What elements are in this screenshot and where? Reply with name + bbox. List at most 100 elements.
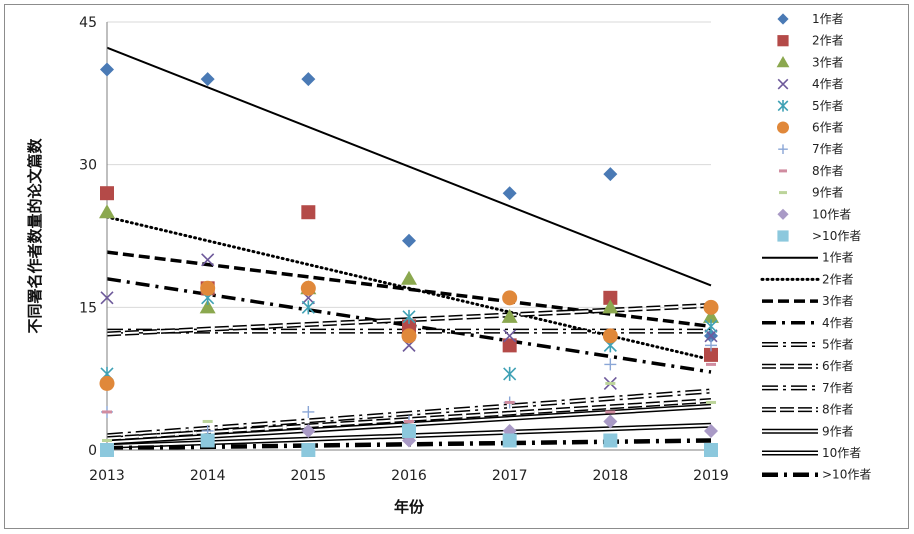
data-point bbox=[603, 167, 618, 182]
legend-label: 1作者 bbox=[822, 251, 854, 265]
legend-entry: 9作者 bbox=[779, 186, 844, 200]
legend-entry: 5作者 bbox=[762, 338, 854, 352]
data-points bbox=[99, 62, 719, 457]
data-point bbox=[704, 329, 718, 343]
series-points bbox=[99, 280, 719, 391]
data-point bbox=[705, 339, 717, 352]
legend-label: 3作者 bbox=[812, 55, 844, 69]
legend-label: 2作者 bbox=[822, 272, 854, 286]
data-point bbox=[402, 233, 416, 248]
data-point bbox=[301, 443, 316, 457]
legend-entry: >10作者 bbox=[762, 468, 871, 482]
data-point bbox=[401, 328, 417, 344]
data-point bbox=[502, 433, 517, 448]
y-tick-label: 0 bbox=[88, 443, 97, 459]
legend-entry: 2作者 bbox=[777, 34, 844, 48]
legend-label: >10作者 bbox=[812, 229, 861, 243]
x-tick-label: 2019 bbox=[693, 468, 729, 484]
data-point bbox=[703, 299, 719, 315]
data-point bbox=[501, 308, 518, 323]
data-point bbox=[401, 270, 417, 285]
data-point bbox=[402, 423, 416, 438]
legend-entry: 2作者 bbox=[760, 272, 854, 286]
legend-entry: 1作者 bbox=[777, 12, 844, 26]
legend-marker bbox=[777, 208, 789, 220]
data-point bbox=[301, 72, 316, 87]
legend-label: 9作者 bbox=[822, 424, 854, 438]
data-point bbox=[301, 205, 316, 220]
legend-marker bbox=[777, 230, 789, 242]
data-point bbox=[704, 423, 718, 438]
data-point bbox=[200, 72, 215, 87]
x-tick-label: 2018 bbox=[593, 468, 629, 484]
legend-entry: 9作者 bbox=[762, 424, 854, 438]
legend-marker bbox=[777, 78, 789, 90]
legend-entry: 6作者 bbox=[762, 359, 854, 373]
legend-entry: 7作者 bbox=[778, 142, 844, 156]
data-point bbox=[201, 253, 215, 267]
data-point bbox=[703, 308, 719, 323]
data-point bbox=[100, 186, 114, 201]
x-tick-label: 2014 bbox=[190, 468, 226, 484]
data-point bbox=[200, 280, 216, 296]
legend-label: 6作者 bbox=[812, 121, 844, 135]
legend-entry: 5作者 bbox=[777, 99, 844, 113]
data-point bbox=[602, 328, 618, 344]
x-tick-label: 2013 bbox=[89, 468, 125, 484]
y-axis-title: 不同署名作者数量的论文篇数 bbox=[26, 138, 44, 334]
trendlines bbox=[105, 46, 713, 451]
data-point bbox=[200, 433, 215, 448]
data-point bbox=[100, 443, 114, 457]
trendline bbox=[106, 46, 712, 287]
y-tick-label: 30 bbox=[79, 158, 97, 174]
data-point bbox=[100, 291, 114, 305]
gridlines bbox=[107, 21, 711, 308]
legend-entry: 4作者 bbox=[777, 77, 844, 91]
x-tick-label: 2017 bbox=[492, 468, 528, 484]
data-point bbox=[99, 204, 115, 219]
series-points bbox=[100, 423, 718, 457]
legend-entry: 3作者 bbox=[776, 55, 844, 69]
data-point bbox=[704, 443, 718, 457]
legend-label: 10作者 bbox=[812, 207, 851, 221]
data-point bbox=[300, 280, 316, 296]
series-points bbox=[100, 253, 718, 390]
data-point bbox=[603, 290, 618, 305]
legend-entry: 8作者 bbox=[762, 403, 854, 417]
data-point bbox=[604, 358, 617, 371]
legend-marker bbox=[778, 144, 788, 154]
data-point bbox=[502, 290, 518, 306]
legend-label: 4作者 bbox=[822, 316, 854, 330]
data-point bbox=[603, 414, 618, 429]
data-point bbox=[199, 299, 216, 314]
data-point bbox=[502, 186, 517, 201]
legend-label: 8作者 bbox=[812, 164, 844, 178]
data-point bbox=[704, 319, 718, 334]
legend-entry: 4作者 bbox=[762, 316, 854, 330]
legend-entry: 3作者 bbox=[762, 294, 854, 308]
data-point bbox=[301, 423, 316, 438]
legend-entry: 1作者 bbox=[762, 251, 854, 265]
trendline bbox=[106, 250, 712, 329]
series-points bbox=[100, 62, 718, 343]
data-point bbox=[704, 347, 718, 362]
legend-label: 5作者 bbox=[822, 338, 854, 352]
legend-entry: 10作者 bbox=[777, 207, 851, 221]
legend-label: 7作者 bbox=[812, 142, 844, 156]
legend-label: 3作者 bbox=[822, 294, 854, 308]
y-tick-label: 15 bbox=[79, 300, 97, 316]
legend-label: 1作者 bbox=[812, 12, 844, 26]
data-point bbox=[502, 338, 517, 353]
data-point bbox=[99, 375, 115, 391]
legend-marker bbox=[776, 56, 790, 68]
legend-entry: 7作者 bbox=[762, 381, 854, 395]
trendline bbox=[106, 302, 712, 337]
tick-labels: 0 15 30 45 2013 2014 2015 2016 2017 2018 2019 bbox=[79, 15, 729, 484]
data-point bbox=[603, 433, 618, 448]
legend-entry: >10作者 bbox=[777, 229, 861, 243]
legend-label: 6作者 bbox=[822, 359, 854, 373]
legend-label: 8作者 bbox=[822, 403, 854, 417]
y-tick-label: 45 bbox=[79, 15, 97, 31]
data-point bbox=[602, 299, 619, 314]
